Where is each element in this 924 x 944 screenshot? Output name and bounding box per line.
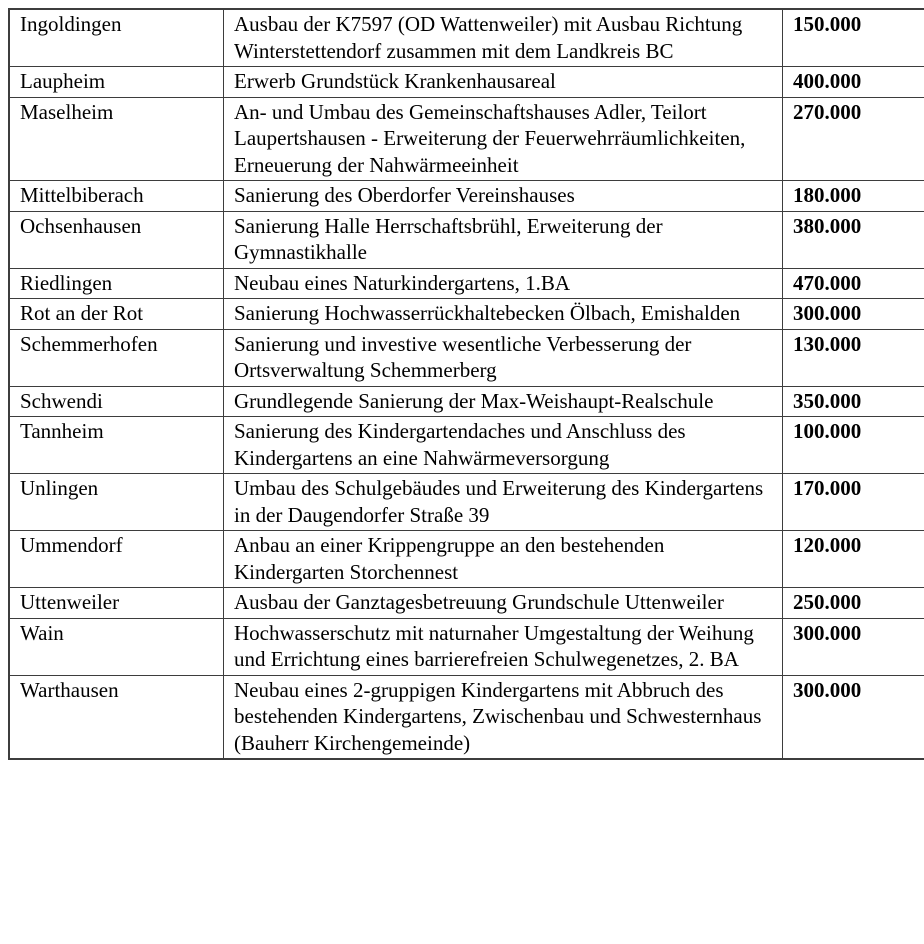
table-row: Riedlingen Neubau eines Naturkindergarte… [8, 267, 924, 299]
municipality-cell: Unlingen [8, 473, 224, 531]
table-row: Schemmerhofen Sanierung und investive we… [8, 328, 924, 387]
table-row: Mittelbiberach Sanierung des Oberdorfer … [8, 180, 924, 212]
table-row: Rot an der Rot Sanierung Hochwasserrückh… [8, 298, 924, 330]
project-description-cell: An- und Umbau des Gemeinschaftshauses Ad… [223, 96, 783, 181]
amount-cell: 250.000 [782, 587, 924, 619]
amount-cell: 120.000 [782, 530, 924, 588]
municipality-cell: Riedlingen [8, 267, 224, 299]
project-description-cell: Hochwasserschutz mit naturnaher Umgestal… [223, 617, 783, 676]
table-row: Ummendorf Anbau an einer Krippengruppe a… [8, 530, 924, 588]
municipality-cell: Mittelbiberach [8, 180, 224, 212]
municipality-cell: Laupheim [8, 66, 224, 98]
table-row: Schwendi Grundlegende Sanierung der Max-… [8, 385, 924, 417]
table-row: Warthausen Neubau eines 2-gruppigen Kind… [8, 674, 924, 760]
project-description-cell: Sanierung des Oberdorfer Vereinshauses [223, 180, 783, 212]
project-description-cell: Neubau eines Naturkindergartens, 1.BA [223, 267, 783, 299]
amount-cell: 400.000 [782, 66, 924, 98]
project-description-cell: Sanierung Hochwasserrückhaltebecken Ölba… [223, 298, 783, 330]
project-description-cell: Ausbau der K7597 (OD Wattenweiler) mit A… [223, 8, 783, 67]
amount-cell: 300.000 [782, 674, 924, 760]
table-row: Wain Hochwasserschutz mit naturnaher Umg… [8, 617, 924, 676]
amount-cell: 150.000 [782, 8, 924, 67]
municipality-cell: Schemmerhofen [8, 328, 224, 387]
table-row: Ingoldingen Ausbau der K7597 (OD Wattenw… [8, 8, 924, 67]
amount-cell: 170.000 [782, 473, 924, 531]
amount-cell: 270.000 [782, 96, 924, 181]
table-row: Maselheim An- und Umbau des Gemeinschaft… [8, 96, 924, 181]
project-description-cell: Sanierung Halle Herrschaftsbrühl, Erweit… [223, 210, 783, 269]
project-description-cell: Sanierung des Kindergartendaches und Ans… [223, 416, 783, 474]
amount-cell: 380.000 [782, 210, 924, 269]
project-description-cell: Grundlegende Sanierung der Max-Weishaupt… [223, 385, 783, 417]
municipality-cell: Wain [8, 617, 224, 676]
project-description-cell: Ausbau der Ganztagesbetreuung Grundschul… [223, 587, 783, 619]
table-row: Unlingen Umbau des Schulgebäudes und Erw… [8, 473, 924, 531]
funding-table-body: Ingoldingen Ausbau der K7597 (OD Wattenw… [8, 8, 924, 760]
table-row: Laupheim Erwerb Grundstück Krankenhausar… [8, 66, 924, 98]
project-description-cell: Erwerb Grundstück Krankenhausareal [223, 66, 783, 98]
municipality-cell: Rot an der Rot [8, 298, 224, 330]
amount-cell: 300.000 [782, 298, 924, 330]
amount-cell: 180.000 [782, 180, 924, 212]
project-description-cell: Anbau an einer Krippengruppe an den best… [223, 530, 783, 588]
project-description-cell: Umbau des Schulgebäudes und Erweiterung … [223, 473, 783, 531]
project-description-cell: Sanierung und investive wesentliche Verb… [223, 328, 783, 387]
project-description-cell: Neubau eines 2-gruppigen Kindergartens m… [223, 674, 783, 760]
municipality-cell: Ochsenhausen [8, 210, 224, 269]
municipality-cell: Warthausen [8, 674, 224, 760]
table-row: Tannheim Sanierung des Kindergartendache… [8, 416, 924, 474]
amount-cell: 130.000 [782, 328, 924, 387]
municipality-cell: Ummendorf [8, 530, 224, 588]
table-row: Uttenweiler Ausbau der Ganztagesbetreuun… [8, 587, 924, 619]
municipality-cell: Ingoldingen [8, 8, 224, 67]
amount-cell: 300.000 [782, 617, 924, 676]
municipality-cell: Schwendi [8, 385, 224, 417]
amount-cell: 350.000 [782, 385, 924, 417]
municipality-cell: Maselheim [8, 96, 224, 181]
amount-cell: 100.000 [782, 416, 924, 474]
amount-cell: 470.000 [782, 267, 924, 299]
municipality-cell: Uttenweiler [8, 587, 224, 619]
table-row: Ochsenhausen Sanierung Halle Herrschafts… [8, 210, 924, 269]
municipal-funding-table: Ingoldingen Ausbau der K7597 (OD Wattenw… [8, 8, 924, 760]
municipality-cell: Tannheim [8, 416, 224, 474]
